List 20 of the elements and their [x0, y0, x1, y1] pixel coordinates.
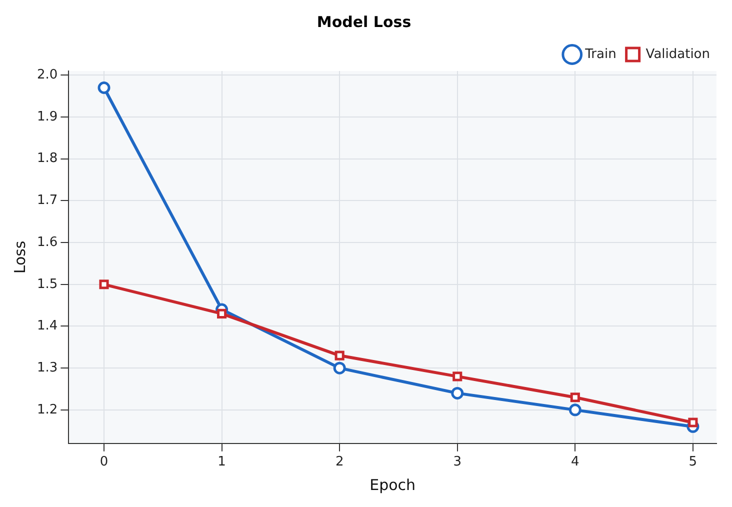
y-tick-label: 1.5	[36, 276, 58, 292]
y-tick-label: 1.3	[36, 360, 58, 376]
chart-title: Model Loss	[316, 12, 412, 31]
x-axis-title: Epoch	[370, 476, 416, 494]
y-tick-label: 1.2	[36, 402, 58, 418]
y-tick-label: 2.0	[36, 68, 58, 83]
y-tick-label: 1.4	[36, 318, 58, 334]
y-tick-label: 1.8	[36, 151, 58, 166]
x-tick-label: 3	[453, 454, 462, 470]
x-tick-label: 1	[218, 454, 226, 470]
x-tick-label: 4	[571, 454, 580, 470]
legend-label: Validation	[646, 46, 710, 62]
x-tick-label: 0	[100, 454, 108, 470]
y-tick-label: 1.7	[36, 193, 58, 208]
x-tick-label: 2	[335, 454, 344, 470]
legend-label: Train	[584, 46, 616, 62]
y-tick-label: 1.9	[36, 109, 58, 124]
y-axis-title: Loss	[10, 240, 29, 274]
x-tick-label: 5	[688, 454, 698, 470]
y-tick-label: 1.6	[36, 234, 58, 250]
